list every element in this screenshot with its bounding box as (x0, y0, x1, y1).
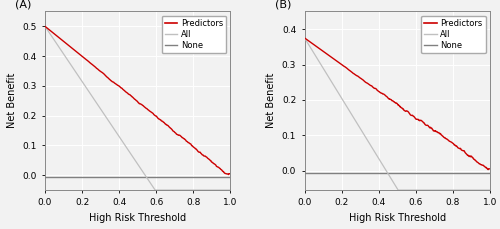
Text: (B): (B) (275, 0, 291, 10)
Y-axis label: Net Benefit: Net Benefit (266, 73, 276, 128)
Text: (A): (A) (16, 0, 32, 10)
X-axis label: High Risk Threshold: High Risk Threshold (89, 213, 186, 223)
Legend: Predictors, All, None: Predictors, All, None (162, 16, 226, 53)
Y-axis label: Net Benefit: Net Benefit (6, 73, 16, 128)
X-axis label: High Risk Threshold: High Risk Threshold (348, 213, 446, 223)
Legend: Predictors, All, None: Predictors, All, None (421, 16, 486, 53)
